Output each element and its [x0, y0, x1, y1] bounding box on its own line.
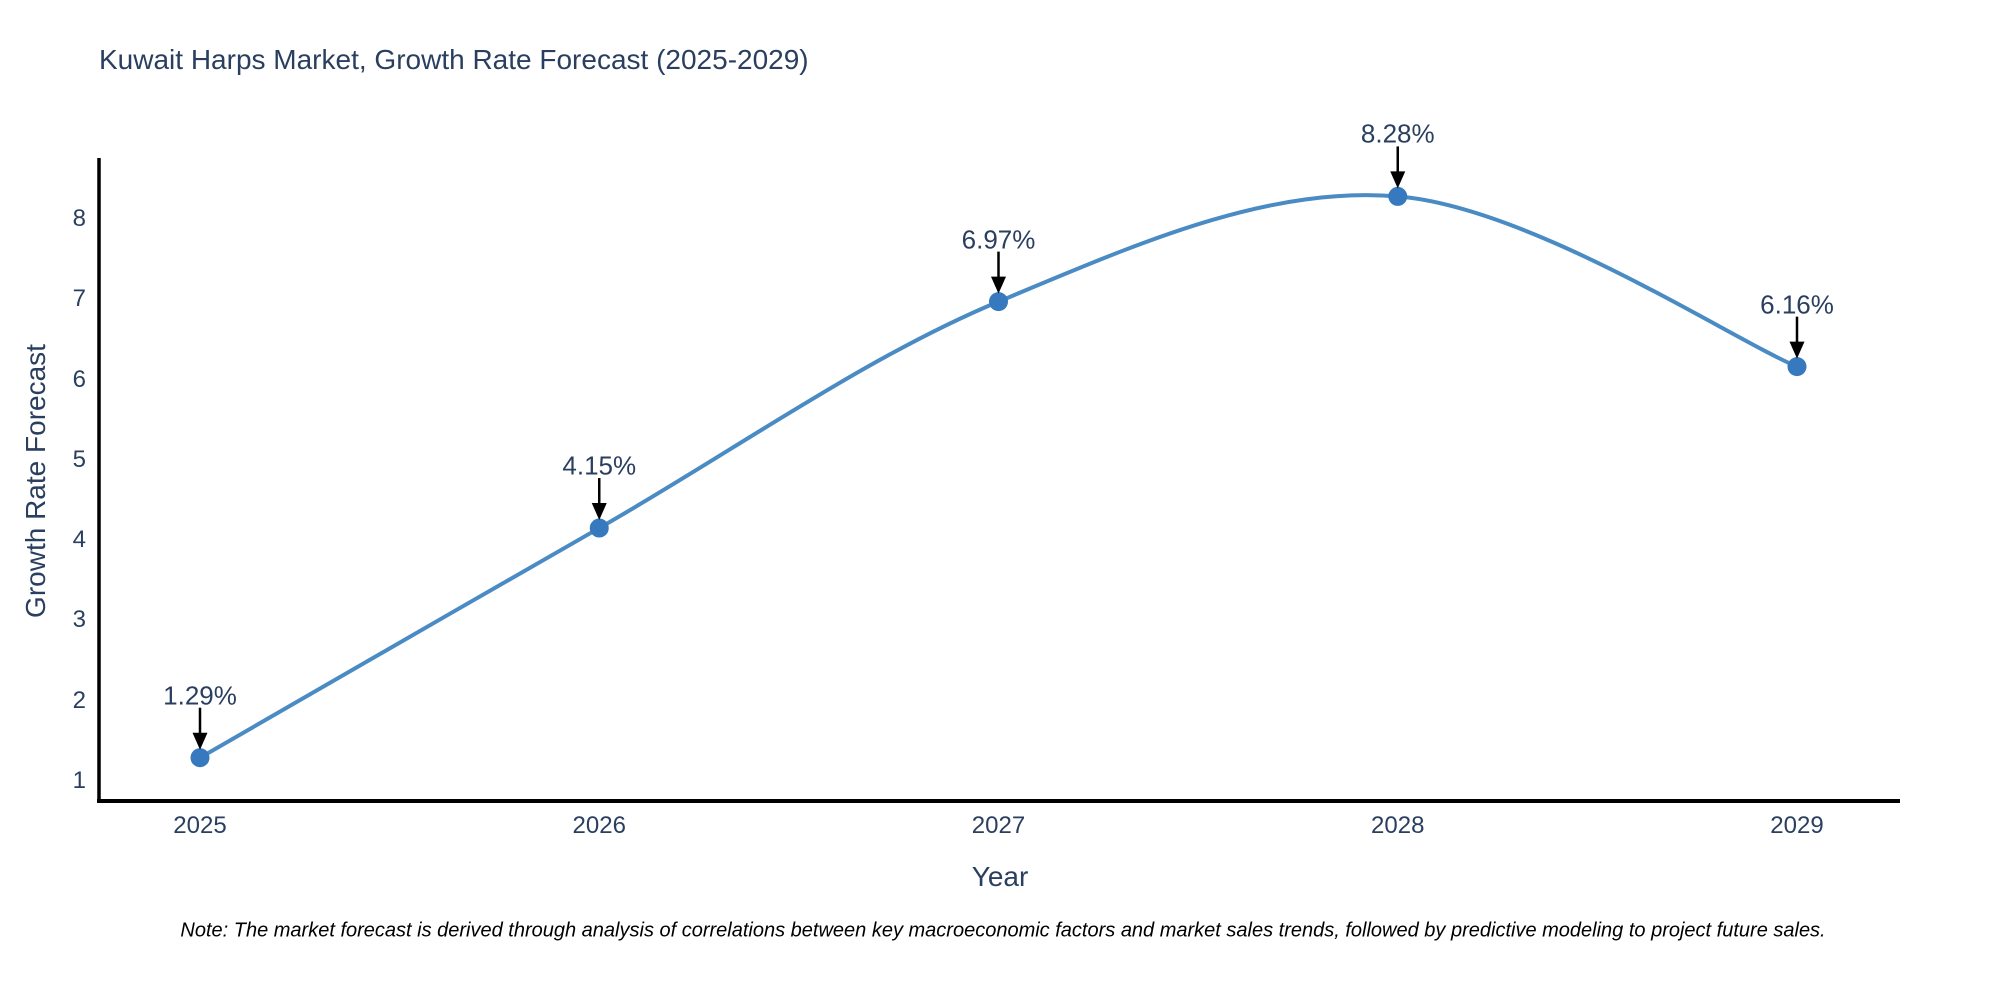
annotation-arrow-head	[1390, 171, 1406, 189]
y-axis-title: Growth Rate Forecast	[20, 344, 51, 618]
chart-title: Kuwait Harps Market, Growth Rate Forecas…	[99, 44, 809, 75]
data-point-marker	[989, 292, 1008, 312]
annotation-arrow-head	[591, 503, 607, 521]
y-tick-label: 3	[72, 606, 86, 634]
y-tick-label: 2	[72, 686, 86, 714]
data-point-marker	[589, 518, 609, 538]
annotation-label: 6.16%	[1760, 289, 1834, 320]
annotation-arrow-head	[1789, 341, 1805, 359]
x-axis-title: Year	[971, 861, 1029, 892]
data-point-marker	[1787, 357, 1807, 377]
annotation-label: 4.15%	[562, 450, 637, 481]
annotation-label: 8.28%	[1360, 118, 1435, 149]
y-tick-label: 1	[72, 767, 86, 794]
x-tick-label: 2026	[572, 812, 626, 839]
x-tick-label: 2025	[173, 812, 227, 839]
y-tick-label: 5	[72, 445, 86, 473]
data-point-marker	[190, 748, 210, 768]
y-tick-label: 7	[72, 285, 86, 313]
data-point-marker	[1388, 186, 1408, 206]
y-tick-label: 8	[72, 204, 86, 232]
y-tick-label: 6	[72, 365, 86, 393]
annotation-label: 1.29%	[163, 680, 237, 711]
y-tick-label: 4	[72, 526, 86, 554]
x-tick-label: 2028	[1371, 812, 1425, 839]
x-tick-label: 2029	[1770, 812, 1824, 839]
annotation-arrow-head	[991, 276, 1006, 294]
annotation-label: 6.97%	[961, 224, 1036, 255]
x-tick-label: 2027	[971, 812, 1026, 839]
annotation-arrow-head	[192, 732, 208, 750]
chart-note: Note: The market forecast is derived thr…	[180, 919, 1826, 942]
